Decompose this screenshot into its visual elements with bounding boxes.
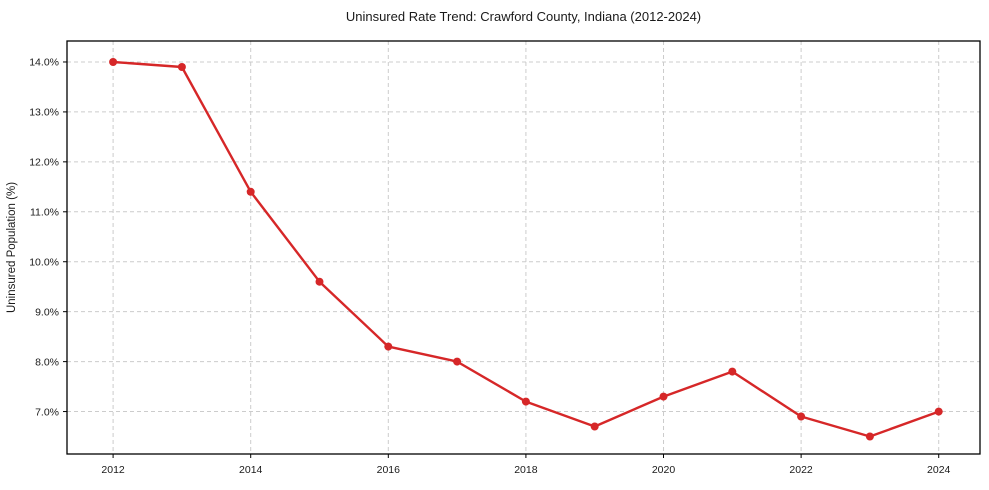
data-point <box>384 342 393 351</box>
y-tick-label: 9.0% <box>35 306 59 318</box>
data-point <box>934 407 943 416</box>
x-tick-label: 2020 <box>652 464 676 476</box>
x-tick-label: 2018 <box>514 464 538 476</box>
data-point <box>659 392 668 401</box>
y-tick-label: 8.0% <box>35 356 59 368</box>
y-axis-label: Uninsured Population (%) <box>6 182 18 313</box>
data-point <box>315 277 324 286</box>
data-point <box>865 432 874 441</box>
data-point <box>728 367 737 376</box>
data-point <box>521 397 530 406</box>
chart-title: Uninsured Rate Trend: Crawford County, I… <box>346 9 701 24</box>
data-point <box>797 412 806 421</box>
data-point <box>246 187 255 196</box>
y-tick-label: 11.0% <box>30 207 59 219</box>
y-tick-label: 7.0% <box>35 406 59 418</box>
data-point <box>590 422 599 431</box>
data-point <box>453 357 462 366</box>
data-point <box>177 63 186 71</box>
y-tick-label: 12.0% <box>29 157 59 169</box>
plot-border <box>66 40 981 455</box>
x-tick-label: 2016 <box>377 464 401 476</box>
y-tick-label: 14.0% <box>29 57 59 69</box>
x-tick-label: 2014 <box>239 464 263 476</box>
x-tick-label: 2012 <box>101 464 125 476</box>
y-tick-label: 10.0% <box>29 256 59 268</box>
data-point <box>109 58 118 66</box>
y-tick-label: 13.0% <box>29 107 59 119</box>
x-tick-label: 2022 <box>789 464 813 476</box>
x-tick-label: 2024 <box>927 464 951 476</box>
